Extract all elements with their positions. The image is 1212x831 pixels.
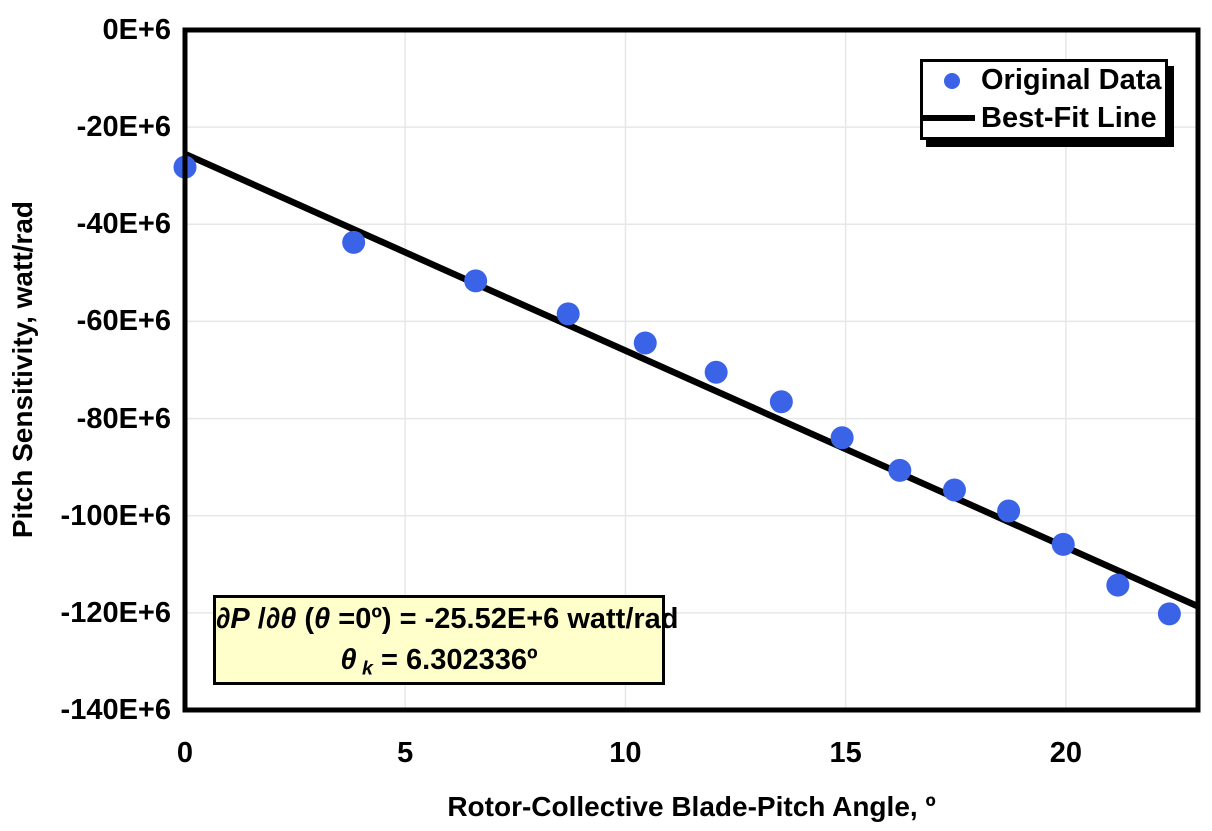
legend-label: Best-Fit Line	[981, 101, 1157, 134]
math-segment: = 6.302336º	[373, 644, 538, 676]
data-point	[997, 499, 1021, 523]
data-point	[1157, 602, 1181, 626]
data-point	[1106, 573, 1130, 597]
annotation-box: ∂P /∂θ (θ =0º) = -25.52E+6 watt/rad θ k …	[213, 595, 679, 685]
data-point	[704, 360, 728, 384]
y-tick-label: -100E+6	[60, 499, 171, 532]
math-segment: /	[249, 603, 266, 635]
data-point	[556, 302, 580, 326]
best-fit-line	[183, 150, 1200, 610]
math-segment: θ	[340, 644, 357, 676]
legend: Original Data Best-Fit Line	[920, 59, 1168, 140]
y-tick-label: -60E+6	[76, 305, 171, 338]
y-tick-label: -20E+6	[76, 111, 171, 144]
scatter-marker-icon	[944, 72, 960, 89]
data-point	[769, 390, 793, 414]
legend-item-best-fit-line: Best-Fit Line	[923, 100, 1165, 137]
math-segment: θ	[314, 603, 331, 635]
math-segment: ∂θ	[265, 603, 297, 635]
x-tick-label: 15	[829, 737, 862, 769]
y-tick-label: -140E+6	[60, 694, 171, 726]
math-segment: ∂P	[216, 603, 250, 635]
data-point	[464, 269, 488, 293]
data-point	[342, 230, 366, 254]
x-tick-label: 0	[176, 737, 194, 769]
annotation-line-2: θ k = 6.302336º	[216, 640, 662, 690]
y-tick-label: -40E+6	[76, 208, 171, 241]
data-point	[633, 331, 657, 355]
x-tick-label: 20	[1049, 737, 1082, 769]
plot-frame	[182, 27, 1201, 713]
legend-label: Original Data	[981, 64, 1162, 97]
x-tick-label: 10	[609, 737, 642, 769]
line-swatch-icon	[923, 115, 975, 122]
y-tick-label: 0E+6	[102, 14, 171, 46]
y-tick-label: -120E+6	[60, 596, 171, 629]
data-point	[942, 478, 966, 502]
data-point	[888, 458, 912, 482]
y-tick-label: -80E+6	[76, 402, 171, 435]
annotation-line-1: ∂P /∂θ (θ =0º) = -25.52E+6 watt/rad	[216, 599, 679, 640]
data-point	[1051, 532, 1075, 556]
math-segment: (	[296, 603, 315, 635]
x-axis-title: Rotor-Collective Blade-Pitch Angle, º	[447, 791, 936, 822]
data-point	[830, 426, 854, 450]
plot-area	[173, 27, 1201, 713]
math-segment: =0º) = -25.52E+6 watt/rad	[330, 603, 679, 635]
math-segment: k	[356, 657, 373, 680]
legend-item-original-data: Original Data	[923, 62, 1165, 99]
x-tick-label: 5	[397, 737, 414, 769]
